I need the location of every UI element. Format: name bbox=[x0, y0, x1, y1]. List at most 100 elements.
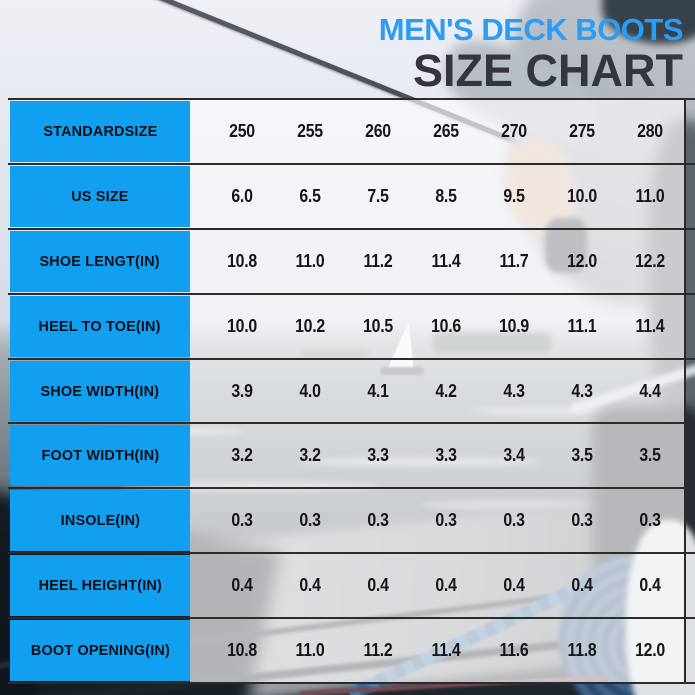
table-row: INSOLE(IN) 0.3 0.3 0.3 0.3 0.3 0.3 0.3 bbox=[8, 487, 695, 553]
size-value: 6.0 bbox=[231, 185, 253, 206]
chart-header: MEN'S DECK BOOTS SIZE CHART bbox=[379, 13, 684, 96]
table-row: HEEL HEIGHT(IN) 0.4 0.4 0.4 0.4 0.4 0.4 0.4 bbox=[8, 552, 695, 618]
size-value: 11.6 bbox=[499, 640, 529, 661]
size-value: 3.3 bbox=[367, 445, 389, 466]
row-label: FOOT WIDTH(IN) bbox=[10, 425, 190, 487]
table-row: SHOE WIDTH(IN) 3.9 4.0 4.1 4.2 4.3 4.3 4.4 bbox=[8, 357, 695, 423]
row-values: 10.0 10.2 10.5 10.6 10.9 11.1 11.4 bbox=[190, 294, 684, 358]
size-value: 10.5 bbox=[363, 315, 393, 336]
size-value: 11.8 bbox=[567, 640, 597, 661]
size-table: STANDARDSIZE 250 255 260 265 270 275 280 US SIZE… bbox=[8, 98, 695, 684]
row-label: US SIZE bbox=[10, 165, 190, 227]
size-value: 8.5 bbox=[435, 185, 457, 206]
size-value: 0.3 bbox=[435, 510, 457, 531]
size-value: 280 bbox=[637, 120, 663, 141]
size-value: 4.2 bbox=[435, 380, 457, 401]
table-row: US SIZE 6.0 6.5 7.5 8.5 9.5 10.0 11.0 bbox=[8, 162, 695, 228]
size-value: 10.6 bbox=[431, 315, 461, 336]
row-label-text: BOOT OPENING(IN) bbox=[30, 642, 170, 660]
size-value: 3.2 bbox=[299, 445, 321, 466]
size-value: 4.1 bbox=[367, 380, 389, 401]
table-right-border bbox=[684, 98, 686, 682]
row-label: SHOE LENGT(IN) bbox=[10, 230, 190, 292]
table-row: STANDARDSIZE 250 255 260 265 270 275 280 bbox=[8, 98, 695, 163]
size-value: 4.3 bbox=[503, 380, 525, 401]
size-value: 12.0 bbox=[635, 640, 665, 661]
size-value: 270 bbox=[501, 120, 527, 141]
size-value: 11.7 bbox=[499, 250, 529, 271]
row-label-text: US SIZE bbox=[71, 187, 129, 205]
size-value: 0.4 bbox=[299, 575, 321, 596]
size-value: 10.0 bbox=[227, 315, 257, 336]
row-values: 10.8 11.0 11.2 11.4 11.6 11.8 12.0 bbox=[190, 619, 684, 683]
size-value: 0.4 bbox=[639, 575, 661, 596]
size-value: 12.2 bbox=[635, 250, 665, 271]
size-value: 11.2 bbox=[363, 250, 393, 271]
row-label-text: FOOT WIDTH(IN) bbox=[41, 447, 159, 465]
size-value: 0.3 bbox=[299, 510, 321, 531]
row-label: HEEL TO TOE(IN) bbox=[10, 295, 190, 357]
table-row: BOOT OPENING(IN) 10.8 11.0 11.2 11.4 11.6 11.8… bbox=[8, 617, 695, 683]
size-value: 0.3 bbox=[231, 510, 253, 531]
size-value: 11.0 bbox=[635, 185, 665, 206]
row-values: 0.4 0.4 0.4 0.4 0.4 0.4 0.4 bbox=[190, 554, 684, 618]
size-value: 10.2 bbox=[295, 315, 325, 336]
size-value: 3.2 bbox=[231, 445, 253, 466]
size-value: 3.5 bbox=[571, 445, 593, 466]
size-value: 0.3 bbox=[503, 510, 525, 531]
row-label-text: INSOLE(IN) bbox=[60, 512, 140, 530]
size-value: 11.0 bbox=[295, 250, 325, 271]
size-value: 11.0 bbox=[295, 640, 325, 661]
table-row: HEEL TO TOE(IN) 10.0 10.2 10.5 10.6 10.9 11.1 1… bbox=[8, 292, 695, 358]
row-values: 10.8 11.0 11.2 11.4 11.7 12.0 12.2 bbox=[190, 229, 684, 293]
table-row: SHOE LENGT(IN) 10.8 11.0 11.2 11.4 11.7 12.0 12… bbox=[8, 227, 695, 293]
size-value: 11.4 bbox=[431, 250, 461, 271]
row-values: 0.3 0.3 0.3 0.3 0.3 0.3 0.3 bbox=[190, 489, 684, 553]
size-value: 11.4 bbox=[431, 640, 461, 661]
size-value: 7.5 bbox=[367, 185, 389, 206]
size-value: 10.8 bbox=[227, 640, 257, 661]
size-value: 260 bbox=[365, 120, 391, 141]
table-row: FOOT WIDTH(IN) 3.2 3.2 3.3 3.3 3.4 3.5 3.5 bbox=[8, 422, 695, 488]
row-label-text: SHOE LENGT(IN) bbox=[39, 252, 161, 270]
row-values: 6.0 6.5 7.5 8.5 9.5 10.0 11.0 bbox=[190, 164, 684, 228]
row-label-text: HEEL TO TOE(IN) bbox=[38, 317, 162, 335]
size-value: 10.8 bbox=[227, 250, 257, 271]
size-value: 10.0 bbox=[567, 185, 597, 206]
row-values: 3.2 3.2 3.3 3.3 3.4 3.5 3.5 bbox=[190, 424, 684, 488]
row-label: HEEL HEIGHT(IN) bbox=[10, 555, 190, 617]
row-label: BOOT OPENING(IN) bbox=[10, 620, 190, 682]
size-value: 3.9 bbox=[231, 380, 253, 401]
size-value: 250 bbox=[229, 120, 255, 141]
size-value: 0.3 bbox=[367, 510, 389, 531]
size-value: 0.4 bbox=[231, 575, 253, 596]
size-value: 6.5 bbox=[299, 185, 321, 206]
size-value: 275 bbox=[569, 120, 595, 141]
size-value: 265 bbox=[433, 120, 459, 141]
size-value: 3.4 bbox=[503, 445, 525, 466]
size-value: 0.4 bbox=[571, 575, 593, 596]
row-label-text: STANDARDSIZE bbox=[42, 122, 158, 140]
row-label: STANDARDSIZE bbox=[10, 101, 190, 162]
size-value: 3.3 bbox=[435, 445, 457, 466]
page-title: SIZE CHART bbox=[413, 44, 683, 96]
size-value: 11.2 bbox=[363, 640, 393, 661]
size-value: 9.5 bbox=[503, 185, 525, 206]
size-value: 4.0 bbox=[299, 380, 321, 401]
size-value: 12.0 bbox=[567, 250, 597, 271]
row-label-text: SHOE WIDTH(IN) bbox=[40, 382, 160, 400]
size-value: 3.5 bbox=[639, 445, 661, 466]
size-value: 11.4 bbox=[635, 315, 665, 336]
size-value: 0.3 bbox=[571, 510, 593, 531]
size-value: 11.1 bbox=[567, 315, 597, 336]
size-value: 4.4 bbox=[639, 380, 661, 401]
row-values: 3.9 4.0 4.1 4.2 4.3 4.3 4.4 bbox=[190, 359, 684, 423]
size-value: 255 bbox=[297, 120, 323, 141]
size-value: 10.9 bbox=[499, 315, 529, 336]
row-label-text: HEEL HEIGHT(IN) bbox=[38, 577, 162, 595]
size-value: 0.4 bbox=[367, 575, 389, 596]
row-values: 250 255 260 265 270 275 280 bbox=[190, 100, 684, 163]
size-value: 0.4 bbox=[503, 575, 525, 596]
size-value: 0.4 bbox=[435, 575, 457, 596]
